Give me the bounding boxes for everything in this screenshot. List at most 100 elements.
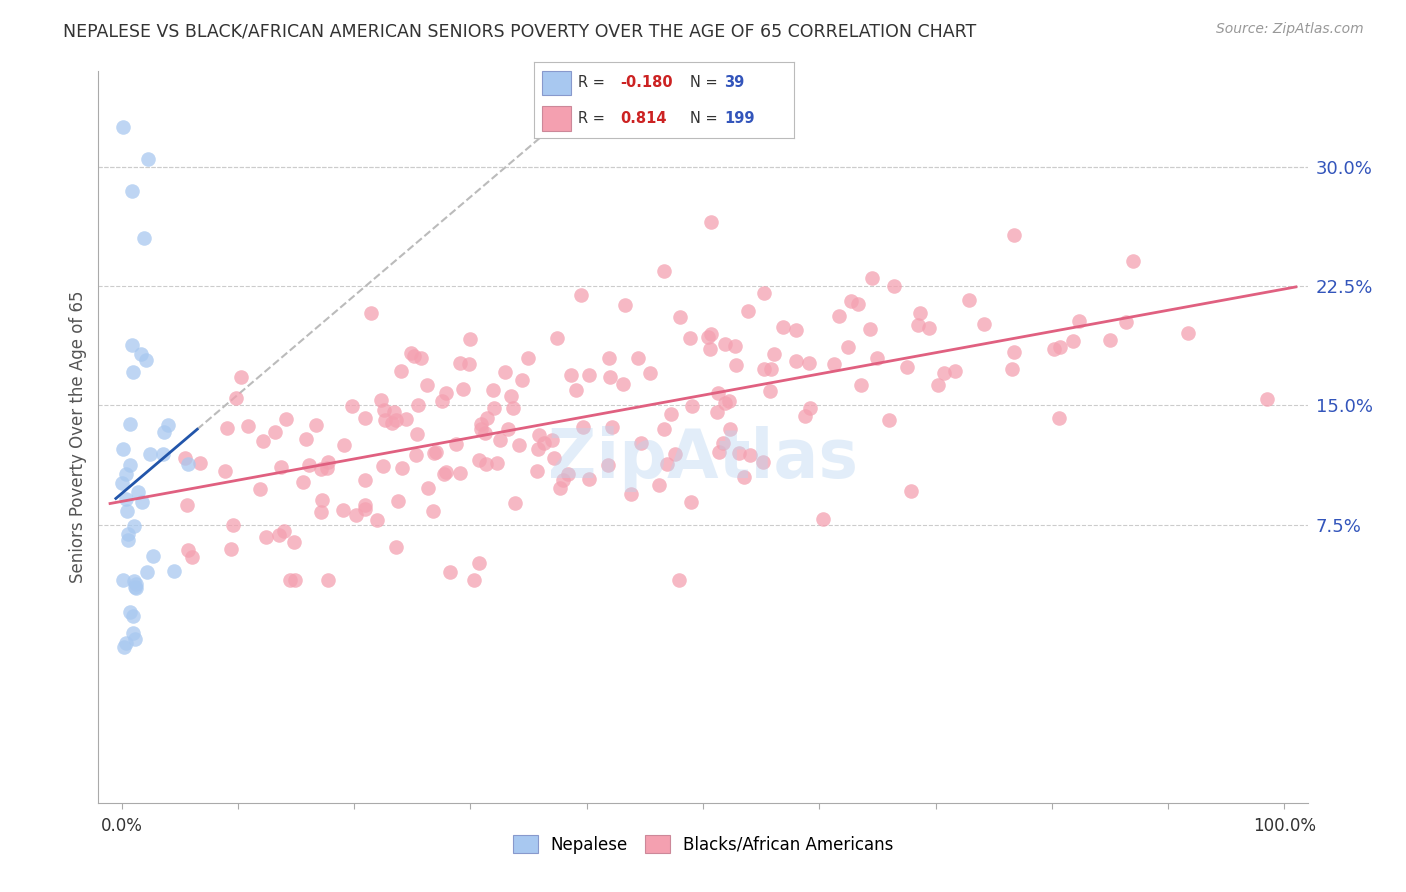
- Point: [366, 513, 388, 527]
- Point: [1062, 334, 1084, 348]
- Point: [177, 457, 200, 471]
- Point: [839, 293, 862, 308]
- Point: [221, 518, 243, 533]
- Point: [614, 298, 637, 312]
- Point: [274, 412, 297, 426]
- Text: 0.814: 0.814: [620, 111, 666, 126]
- Point: [502, 401, 524, 416]
- Point: [548, 482, 571, 496]
- Point: [121, 338, 143, 352]
- Point: [699, 343, 721, 357]
- Point: [718, 422, 741, 436]
- Point: [1098, 333, 1121, 347]
- Point: [678, 331, 700, 345]
- Point: [470, 422, 492, 436]
- Point: [503, 496, 526, 510]
- Point: [943, 364, 966, 378]
- Point: [181, 549, 204, 564]
- Point: [846, 297, 869, 311]
- Point: [468, 452, 491, 467]
- Point: [118, 417, 141, 432]
- Point: [132, 231, 155, 245]
- Point: [482, 383, 505, 397]
- Point: [267, 528, 290, 542]
- Point: [679, 495, 702, 509]
- Point: [114, 636, 136, 650]
- Point: [457, 357, 479, 371]
- Point: [354, 410, 377, 425]
- Y-axis label: Seniors Poverty Over the Age of 65: Seniors Poverty Over the Age of 65: [69, 291, 87, 583]
- Point: [215, 421, 238, 435]
- Point: [752, 285, 775, 300]
- Point: [1047, 411, 1070, 425]
- Point: [309, 462, 332, 476]
- Point: [136, 152, 159, 166]
- Point: [1042, 342, 1064, 356]
- Point: [354, 473, 377, 487]
- Point: [430, 393, 453, 408]
- Point: [527, 427, 550, 442]
- Point: [681, 400, 703, 414]
- Point: [389, 364, 412, 378]
- Point: [157, 418, 180, 433]
- Point: [596, 458, 619, 472]
- Point: [553, 473, 575, 487]
- Point: [718, 394, 741, 409]
- Point: [311, 492, 333, 507]
- Point: [837, 340, 859, 354]
- Point: [713, 337, 735, 351]
- Point: [664, 447, 686, 461]
- Point: [439, 565, 461, 579]
- Point: [1002, 345, 1025, 359]
- Point: [533, 436, 555, 450]
- Point: [384, 413, 406, 427]
- Point: [883, 278, 905, 293]
- Point: [543, 451, 565, 466]
- Text: N =: N =: [690, 111, 723, 126]
- Point: [714, 396, 737, 410]
- Text: NEPALESE VS BLACK/AFRICAN AMERICAN SENIORS POVERTY OVER THE AGE OF 65 CORRELATIO: NEPALESE VS BLACK/AFRICAN AMERICAN SENIO…: [63, 22, 977, 40]
- Point: [501, 389, 523, 403]
- Point: [373, 402, 395, 417]
- Point: [449, 356, 471, 370]
- Text: 199: 199: [724, 111, 755, 126]
- Point: [131, 495, 153, 509]
- Point: [124, 580, 146, 594]
- Point: [728, 446, 751, 460]
- Point: [900, 483, 922, 498]
- Text: Source: ZipAtlas.com: Source: ZipAtlas.com: [1216, 22, 1364, 37]
- Point: [122, 626, 145, 640]
- Point: [404, 349, 426, 363]
- Point: [291, 475, 314, 489]
- Point: [284, 573, 307, 587]
- Point: [860, 271, 883, 285]
- Point: [124, 577, 146, 591]
- Point: [121, 365, 143, 379]
- Point: [115, 467, 138, 482]
- Point: [725, 359, 748, 373]
- Point: [174, 451, 197, 466]
- Point: [733, 470, 755, 484]
- Point: [1177, 326, 1199, 341]
- Point: [406, 398, 429, 412]
- Point: [696, 330, 718, 344]
- Point: [560, 368, 582, 382]
- Text: N =: N =: [690, 76, 723, 90]
- Point: [578, 368, 600, 382]
- Point: [793, 409, 815, 423]
- Point: [724, 339, 747, 353]
- Point: [785, 353, 807, 368]
- Point: [754, 362, 776, 376]
- Point: [762, 347, 785, 361]
- Text: -0.180: -0.180: [620, 76, 672, 90]
- Point: [797, 356, 820, 370]
- Point: [115, 491, 138, 506]
- Point: [344, 508, 367, 522]
- Point: [700, 327, 723, 342]
- Point: [813, 512, 835, 526]
- Point: [630, 436, 652, 450]
- Point: [188, 456, 211, 470]
- Point: [540, 434, 562, 448]
- Point: [135, 353, 157, 368]
- Point: [598, 351, 620, 366]
